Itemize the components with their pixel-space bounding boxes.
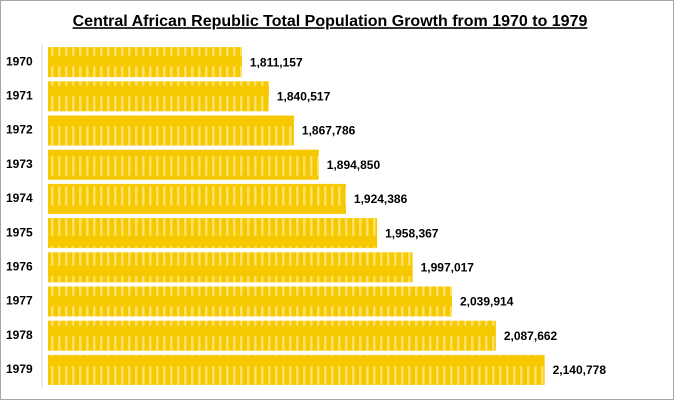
bar-texture [48, 218, 378, 249]
bar-texture [48, 81, 269, 112]
value-label: 1,894,850 [327, 158, 381, 172]
bar-texture [48, 47, 242, 78]
chart-title: Central African Republic Total Populatio… [73, 13, 588, 30]
bar-texture [48, 354, 545, 385]
y-tick-label: 1972 [6, 123, 33, 137]
bar-texture [48, 252, 413, 283]
value-label: 1,997,017 [421, 260, 475, 274]
y-tick-label: 1977 [6, 294, 33, 308]
value-label: 2,140,778 [553, 363, 607, 377]
y-tick-label: 1979 [6, 362, 33, 376]
bar-texture [48, 286, 452, 317]
value-label: 1,867,786 [302, 124, 356, 138]
bar-texture [48, 320, 496, 351]
y-tick-label: 1976 [6, 259, 33, 273]
value-label: 2,039,914 [460, 295, 514, 309]
y-tick-label: 1974 [6, 191, 33, 205]
value-label: 1,924,386 [354, 192, 408, 206]
bar-texture [48, 183, 346, 214]
y-tick-label: 1971 [6, 88, 33, 102]
value-label: 1,958,367 [385, 226, 439, 240]
y-tick-label: 1973 [6, 157, 33, 171]
y-tick-label: 1978 [6, 328, 33, 342]
y-tick-label: 1970 [6, 54, 33, 68]
value-label: 1,840,517 [277, 89, 331, 103]
bar-texture [48, 115, 294, 146]
bar-texture [48, 149, 319, 180]
value-label: 2,087,662 [504, 329, 558, 343]
value-label: 1,811,157 [250, 55, 303, 69]
y-tick-label: 1975 [6, 225, 33, 239]
